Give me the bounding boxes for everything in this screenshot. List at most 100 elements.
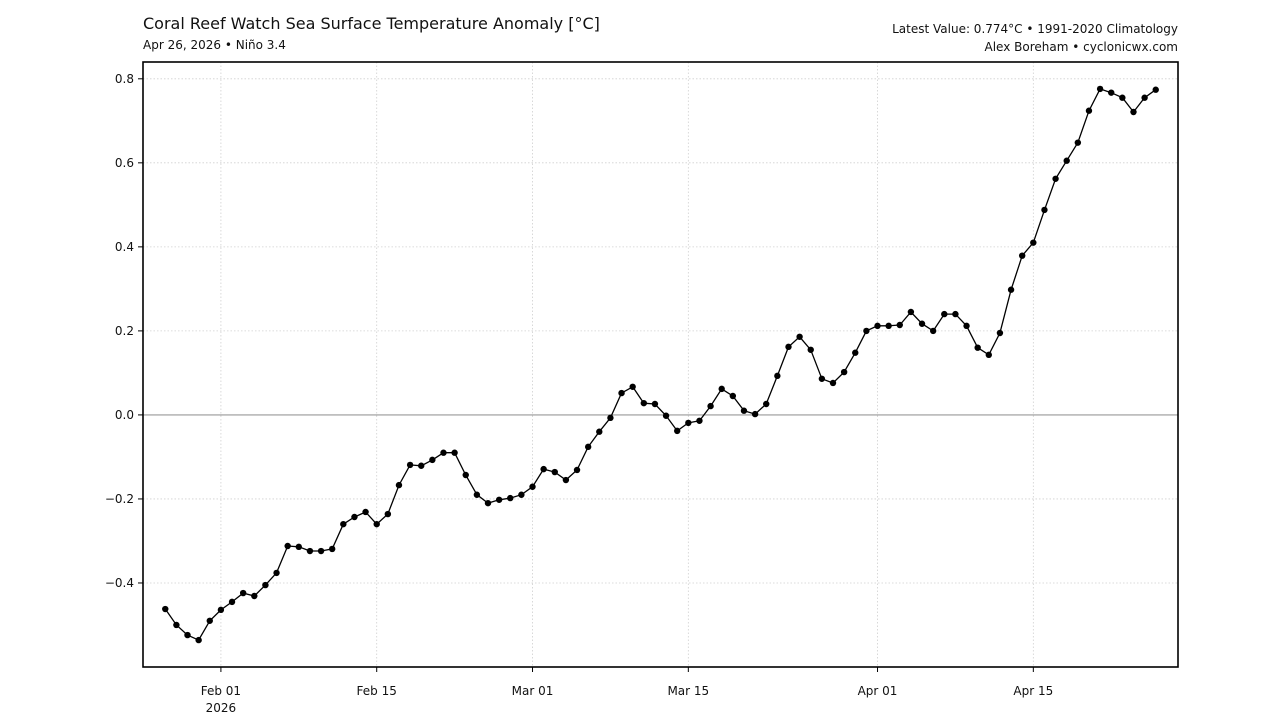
data-point — [306, 547, 314, 555]
data-point — [874, 322, 881, 330]
data-point — [718, 385, 725, 393]
data-point — [1041, 206, 1048, 214]
data-point — [395, 481, 403, 489]
data-point — [852, 349, 859, 356]
data-point — [929, 327, 937, 335]
data-point — [785, 343, 792, 351]
data-point — [173, 621, 180, 629]
plot-frame — [142, 61, 1179, 668]
author-credit: Alex Boreham • cyclonicwx.com — [984, 40, 1178, 54]
data-point — [1108, 89, 1115, 96]
data-point — [696, 417, 703, 424]
data-point — [896, 321, 903, 329]
data-point — [907, 308, 915, 316]
data-point — [239, 589, 247, 597]
data-point — [996, 329, 1004, 337]
x-tick-label: Apr 15 — [1013, 684, 1053, 698]
data-point — [562, 476, 570, 484]
y-tick-label: −0.2 — [105, 492, 134, 506]
x-tick-label: Mar 01 — [512, 684, 554, 698]
data-point — [284, 542, 291, 550]
data-point — [484, 499, 492, 507]
data-point — [540, 465, 547, 473]
data-point — [807, 346, 814, 353]
data-point — [763, 400, 770, 408]
data-point — [629, 383, 636, 390]
data-point — [1052, 175, 1059, 182]
data-point — [1085, 107, 1093, 114]
y-tick-label: 0.2 — [115, 324, 134, 338]
data-point — [651, 400, 659, 408]
data-point — [1141, 94, 1148, 101]
data-point — [818, 375, 826, 382]
data-point — [729, 392, 737, 400]
data-point — [1018, 252, 1026, 259]
chart-title: Coral Reef Watch Sea Surface Temperature… — [143, 14, 600, 33]
data-point — [985, 351, 993, 359]
data-point — [1063, 157, 1070, 164]
data-point — [406, 461, 414, 469]
data-point — [885, 322, 892, 330]
data-point — [918, 320, 926, 327]
y-tick-label: −0.4 — [105, 576, 134, 590]
data-point — [618, 389, 625, 397]
data-point — [1152, 86, 1159, 93]
x-tick-label: Feb 15 — [357, 684, 397, 698]
data-point — [217, 606, 225, 614]
data-point — [273, 569, 280, 577]
data-point — [351, 513, 358, 521]
data-point — [1096, 85, 1104, 93]
y-tick-label: 0.4 — [115, 240, 134, 254]
data-point — [1030, 239, 1037, 246]
y-tick-label: 0.0 — [115, 408, 134, 422]
data-point — [295, 543, 303, 551]
data-point — [518, 491, 525, 498]
data-point — [573, 466, 581, 474]
data-point — [774, 372, 781, 380]
data-point — [228, 598, 236, 606]
data-point — [495, 496, 503, 503]
data-point — [974, 344, 981, 351]
data-point — [529, 483, 536, 490]
data-point — [596, 428, 603, 435]
data-point — [1074, 139, 1082, 146]
data-point — [673, 427, 681, 435]
data-point — [662, 412, 670, 419]
data-point — [829, 379, 837, 387]
data-point — [251, 592, 258, 600]
data-point — [963, 322, 970, 330]
x-tick-label: Apr 01 — [858, 684, 898, 698]
latest-value-info: Latest Value: 0.774°C • 1991-2020 Climat… — [892, 22, 1178, 36]
data-point — [941, 310, 948, 318]
y-tick-label: 0.8 — [115, 72, 134, 86]
data-point — [952, 310, 959, 318]
chart-subtitle: Apr 26, 2026 • Niño 3.4 — [143, 38, 286, 52]
series-line — [164, 88, 1157, 641]
data-point — [1007, 286, 1015, 293]
data-point — [863, 327, 870, 335]
data-point — [796, 333, 803, 340]
x-tick-label: Mar 15 — [667, 684, 709, 698]
data-point — [362, 508, 369, 516]
data-point — [685, 419, 692, 427]
x-tick-label: Feb 01 — [201, 684, 241, 698]
data-point — [451, 449, 458, 456]
data-point — [373, 520, 380, 528]
data-point — [262, 581, 269, 589]
x-tick-year-label: 2026 — [206, 701, 237, 715]
data-point — [507, 494, 514, 502]
data-point — [340, 520, 347, 528]
data-point — [462, 471, 469, 479]
data-point — [328, 545, 336, 553]
data-point — [584, 443, 592, 451]
data-point — [440, 449, 447, 456]
data-point — [1130, 108, 1137, 116]
data-point — [473, 491, 481, 498]
data-point — [317, 547, 325, 555]
y-tick-label: 0.6 — [115, 156, 134, 170]
data-point — [840, 368, 848, 376]
data-point — [707, 402, 714, 410]
data-point — [206, 617, 213, 624]
data-point — [740, 407, 748, 414]
